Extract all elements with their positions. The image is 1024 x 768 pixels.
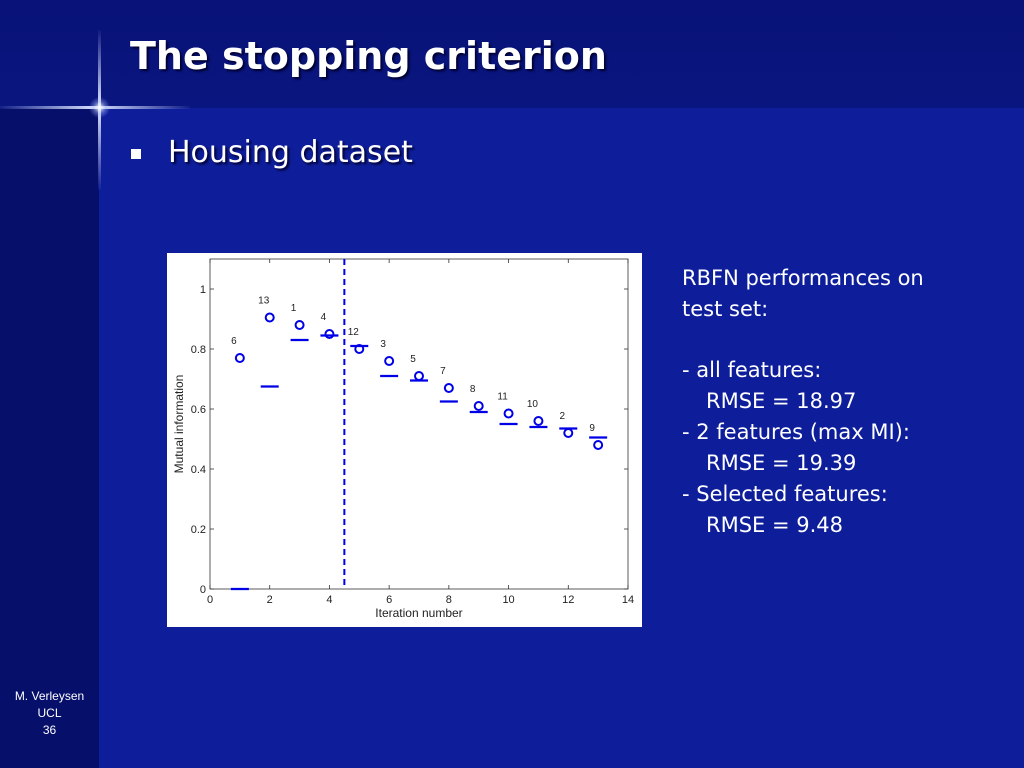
- result-two-features-rmse: RMSE = 19.39: [706, 451, 857, 475]
- bullet-square-icon: [131, 149, 141, 159]
- title-band: [0, 0, 1024, 108]
- y-axis-label: Mutual information: [172, 375, 186, 474]
- point-label: 12: [348, 327, 360, 338]
- star-flare-center: [89, 97, 110, 118]
- result-selected-features-rmse: RMSE = 9.48: [706, 513, 844, 537]
- footer-institution: UCL: [37, 706, 62, 720]
- result-selected-features-label: - Selected features:: [682, 482, 888, 506]
- y-tick-label: 0.8: [191, 344, 206, 356]
- chart-panel: 0 2 4 6 8 10 12 14 0 0.2 0.4 0.6 0.8 1 Iteration numbe…: [167, 253, 642, 627]
- results-heading-line1: RBFN performances on: [682, 266, 924, 290]
- circle-marker: [473, 401, 484, 411]
- point-label: 8: [470, 384, 476, 395]
- circle-marker: [384, 356, 395, 366]
- circle-marker: [593, 440, 604, 450]
- point-label: 13: [258, 296, 270, 307]
- circle-marker: [324, 329, 335, 339]
- result-two-features-label: - 2 features (max MI):: [682, 420, 910, 444]
- point-label: 11: [497, 392, 508, 403]
- circle-marker: [443, 383, 454, 393]
- results-heading-line2: test set:: [682, 297, 769, 321]
- result-all-features-label: - all features:: [682, 358, 822, 382]
- y-tick-label: 0.6: [191, 404, 206, 416]
- bullet-text: Housing dataset: [168, 135, 413, 170]
- x-tick-label: 2: [267, 594, 273, 606]
- point-label: 1: [291, 303, 297, 314]
- circle-marker: [264, 312, 275, 323]
- y-tick-label: 0.2: [191, 524, 206, 536]
- footer-author: M. Verleysen: [14, 689, 85, 703]
- point-label: 6: [231, 336, 237, 347]
- results-text: RBFN performances on test set: - all fea…: [682, 263, 924, 541]
- point-label: 5: [410, 354, 416, 365]
- slide-title: The stopping criterion: [130, 34, 607, 78]
- circle-marker: [294, 320, 305, 330]
- circle-marker: [503, 408, 514, 419]
- left-sidebar-band: [0, 0, 99, 768]
- spacer: [682, 325, 924, 355]
- x-tick-label: 10: [502, 594, 514, 606]
- y-tick-label: 1: [200, 284, 206, 296]
- x-tick-label: 14: [622, 594, 634, 606]
- y-tick-label: 0.4: [191, 464, 206, 476]
- x-tick-label: 4: [326, 594, 332, 606]
- circle-marker: [533, 416, 544, 426]
- footer-page-number: 36: [42, 723, 57, 737]
- y-tick-label: 0: [200, 584, 206, 596]
- x-tick-label: 0: [207, 594, 213, 606]
- x-axis-label: Iteration number: [375, 606, 462, 620]
- circle-marker: [414, 371, 424, 381]
- plot-frame: [209, 258, 629, 590]
- circle-marker: [354, 344, 365, 354]
- point-label: 10: [527, 399, 539, 410]
- x-tick-label: 8: [446, 594, 452, 606]
- circle-marker: [234, 353, 245, 363]
- result-all-features-rmse: RMSE = 18.97: [706, 389, 857, 413]
- footer: M. Verleysen UCL 36: [0, 688, 99, 739]
- x-tick-label: 12: [562, 594, 574, 606]
- point-label: 7: [440, 366, 446, 377]
- point-label: 4: [321, 312, 327, 323]
- point-label: 2: [560, 411, 566, 422]
- point-label: 3: [380, 339, 386, 350]
- x-tick-label: 6: [386, 594, 392, 606]
- circle-marker: [563, 428, 574, 438]
- point-label: 9: [589, 423, 595, 434]
